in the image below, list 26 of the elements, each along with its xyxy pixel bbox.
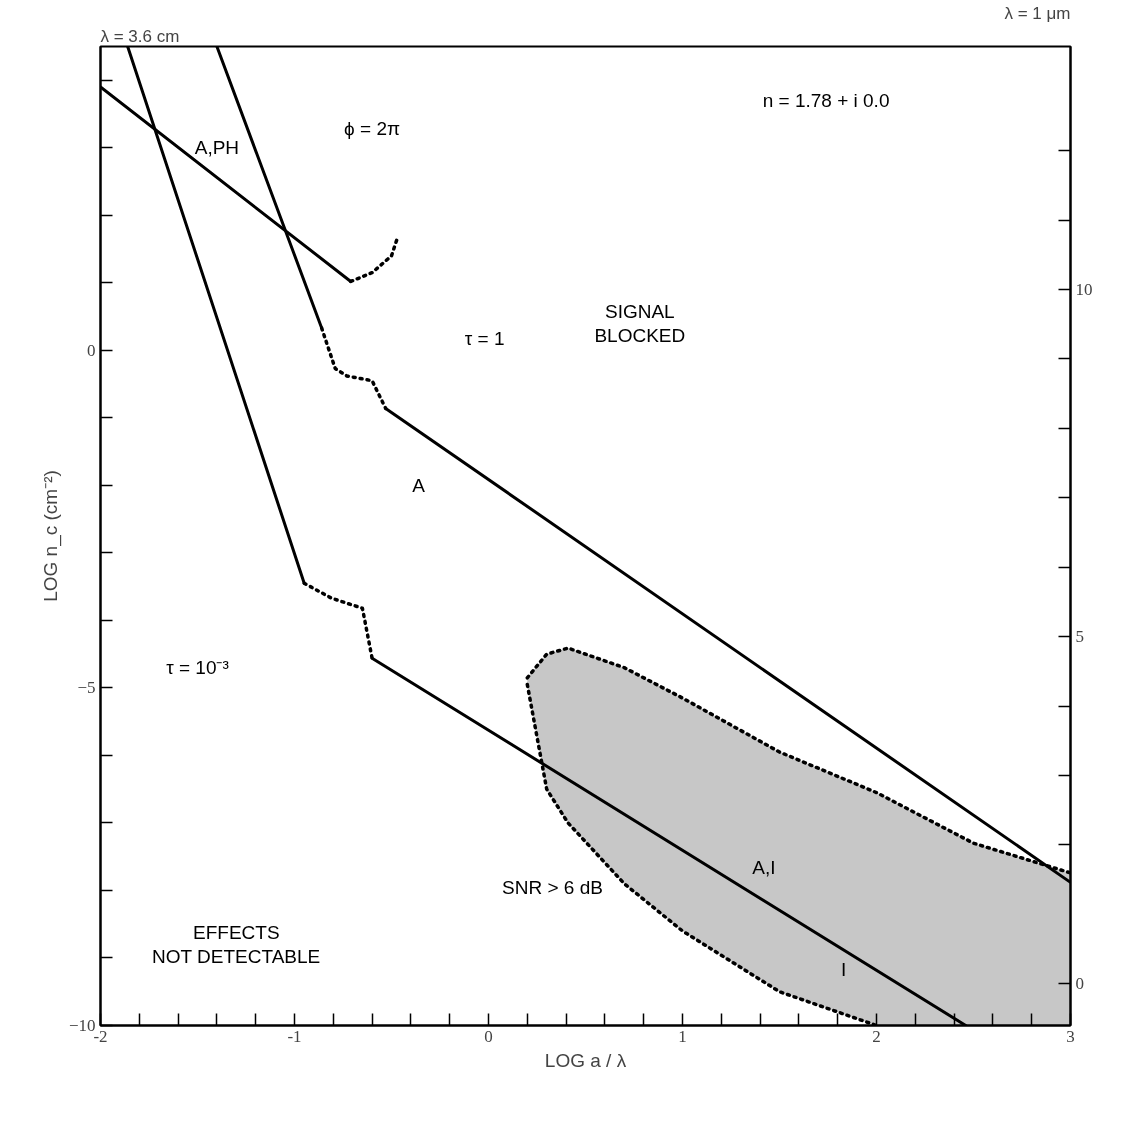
annotation: A xyxy=(412,474,426,496)
annotation: SNR > 6 dB xyxy=(502,877,603,899)
annotation: n = 1.78 + i 0.0 xyxy=(762,90,890,112)
x-tick-label: 1 xyxy=(678,1026,687,1046)
y2-tick-label: 5 xyxy=(1075,627,1084,647)
x-tick-label: -1 xyxy=(287,1026,302,1046)
x-axis-title: LOG a / λ xyxy=(544,1049,627,1071)
annotation: SIGNAL BLOCKED xyxy=(594,300,686,346)
annotation: ϕ = 2π xyxy=(344,118,401,140)
annotation: τ = 1 xyxy=(464,327,505,349)
x-tick-label: 3 xyxy=(1066,1026,1075,1046)
y-tick-label: −5 xyxy=(77,678,96,698)
annotation: I xyxy=(840,958,847,980)
y2-tick-label: 0 xyxy=(1075,974,1084,994)
text: λ = 1 μm xyxy=(1004,3,1071,23)
y2-tick-label: 10 xyxy=(1075,280,1093,300)
y-axis-title: LOG n_c (cm⁻²) xyxy=(39,470,62,602)
annotation: A,I xyxy=(752,857,776,879)
annotation: τ = 10⁻³ xyxy=(166,657,229,679)
annotation: A,PH xyxy=(194,137,240,159)
x-tick-label: 0 xyxy=(484,1026,493,1046)
annotation: EFFECTS NOT DETECTABLE xyxy=(152,921,321,968)
text: λ = 3.6 cm xyxy=(100,26,180,46)
y-tick-label: 0 xyxy=(87,340,96,360)
y-tick-label: −10 xyxy=(68,1016,96,1035)
x-tick-label: 2 xyxy=(872,1026,881,1046)
